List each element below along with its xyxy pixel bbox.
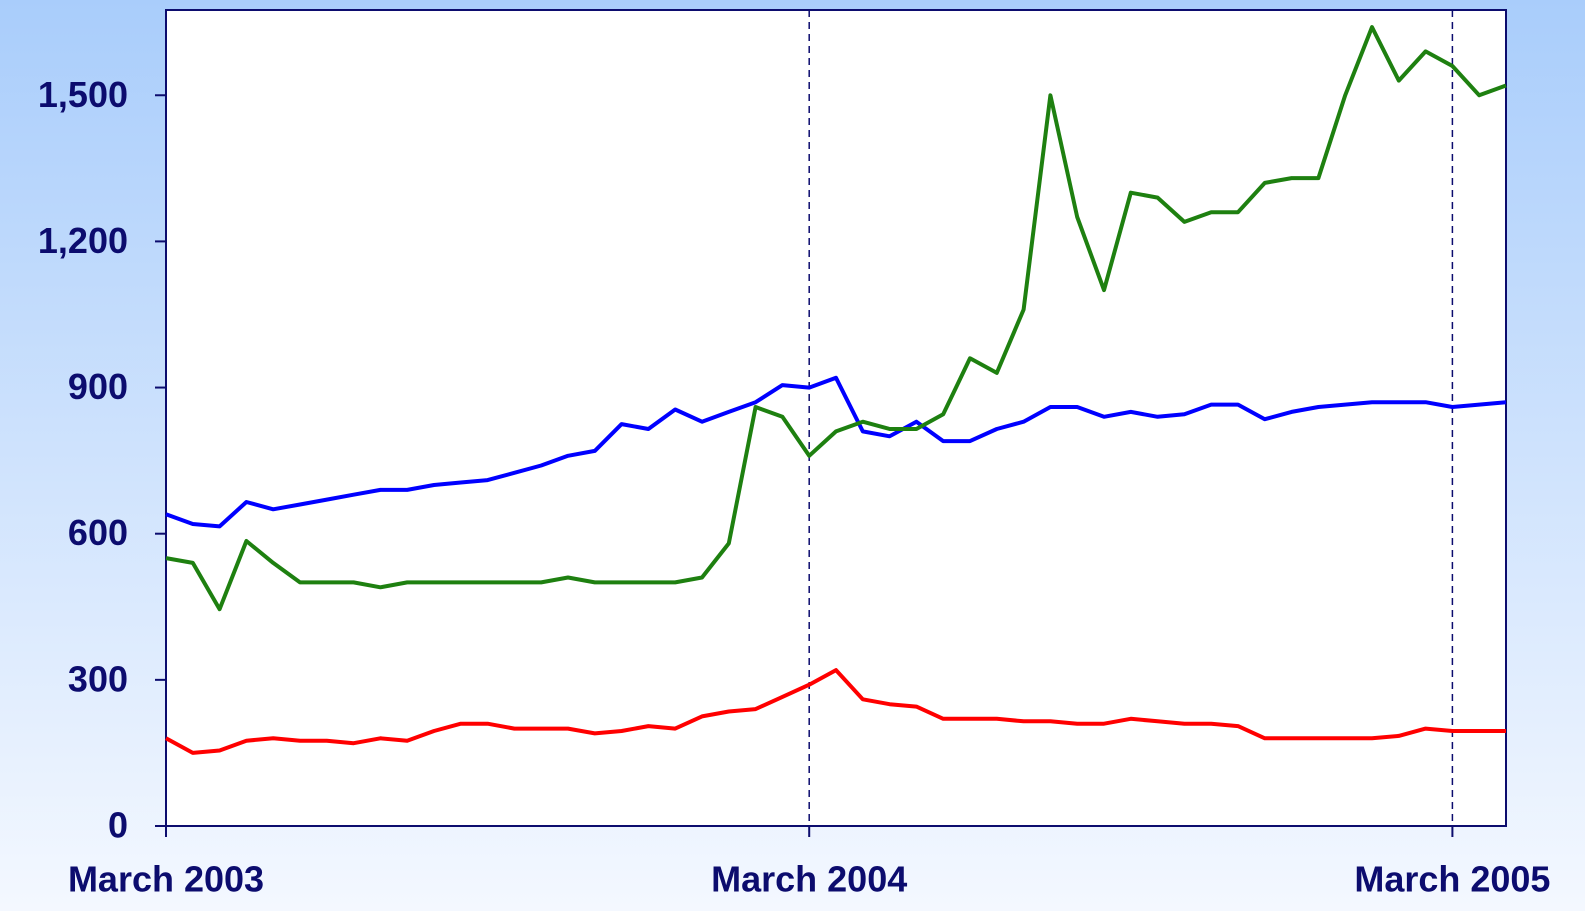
x-tick-label: March 2003	[68, 859, 264, 900]
series-line	[165, 25, 1507, 612]
y-tick-label: 0	[108, 805, 128, 846]
y-tick-label: 900	[68, 366, 128, 407]
x-tick-label: March 2004	[711, 859, 907, 900]
y-tick-label: 300	[68, 658, 128, 699]
x-tick-label: March 2005	[1354, 859, 1550, 900]
y-tick-label: 600	[68, 512, 128, 553]
y-tick-label: 1,500	[38, 74, 128, 115]
plot-area	[165, 9, 1507, 827]
series-line	[165, 375, 1507, 529]
y-tick-label: 1,200	[38, 220, 128, 261]
series-line	[165, 668, 1506, 755]
